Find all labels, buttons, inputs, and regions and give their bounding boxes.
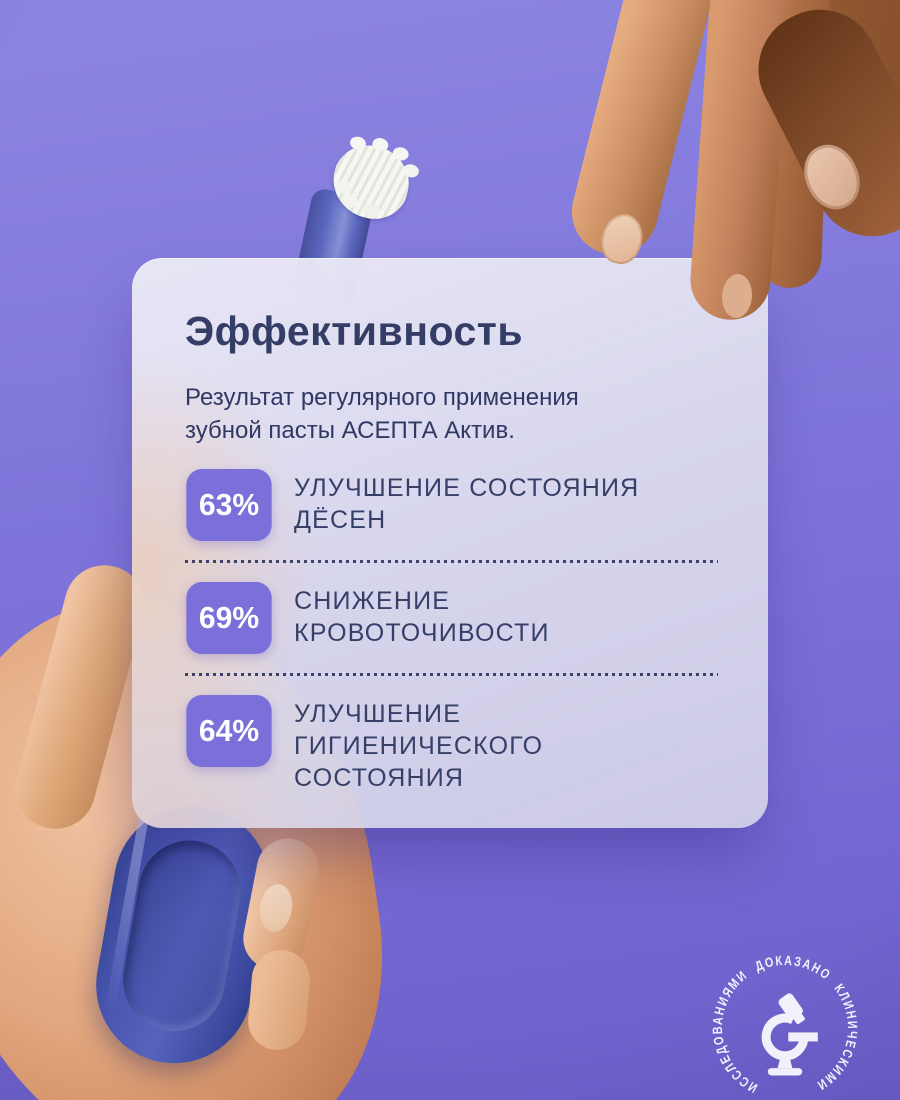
card-title: Эффективность: [185, 308, 524, 354]
stats-card: Эффективность Результат регулярного прим…: [132, 258, 768, 828]
stat-row-hygiene: 64% УЛУЧШЕНИЕ ГИГИЕНИЧЕСКОГО СОСТОЯНИЯ: [185, 695, 722, 794]
dotted-divider: [185, 560, 718, 564]
stat-value-badge: 63%: [186, 469, 272, 542]
card-subtitle: Результат регулярного применения зубной …: [185, 384, 579, 445]
stat-label: УЛУЧШЕНИЕ ГИГИЕНИЧЕСКОГО СОСТОЯНИЯ: [294, 700, 544, 793]
stat-label: УЛУЧШЕНИЕ СОСТОЯНИЯ ДЁСЕН: [294, 474, 640, 535]
clinical-seal: ИССЛЕДОВАНИЯМИ ДОКАЗАНО КЛИНИЧЕСКИМИ: [710, 953, 858, 1096]
stat-value-badge: 69%: [186, 582, 272, 655]
stat-row-bleeding: 69% СНИЖЕНИЕ КРОВОТОЧИВОСТИ: [185, 582, 722, 655]
stats-list: 63% УЛУЧШЕНИЕ СОСТОЯНИЯ ДЁСЕН 69% СНИЖЕН…: [185, 469, 722, 794]
stat-row-gums: 63% УЛУЧШЕНИЕ СОСТОЯНИЯ ДЁСЕН: [185, 469, 722, 542]
stat-value-badge: 64%: [186, 695, 272, 768]
microscope-icon: [761, 993, 818, 1076]
toothbrush-handle-groove: [114, 832, 249, 1040]
dotted-divider: [185, 673, 718, 677]
stat-label: СНИЖЕНИЕ КРОВОТОЧИВОСТИ: [294, 587, 550, 648]
